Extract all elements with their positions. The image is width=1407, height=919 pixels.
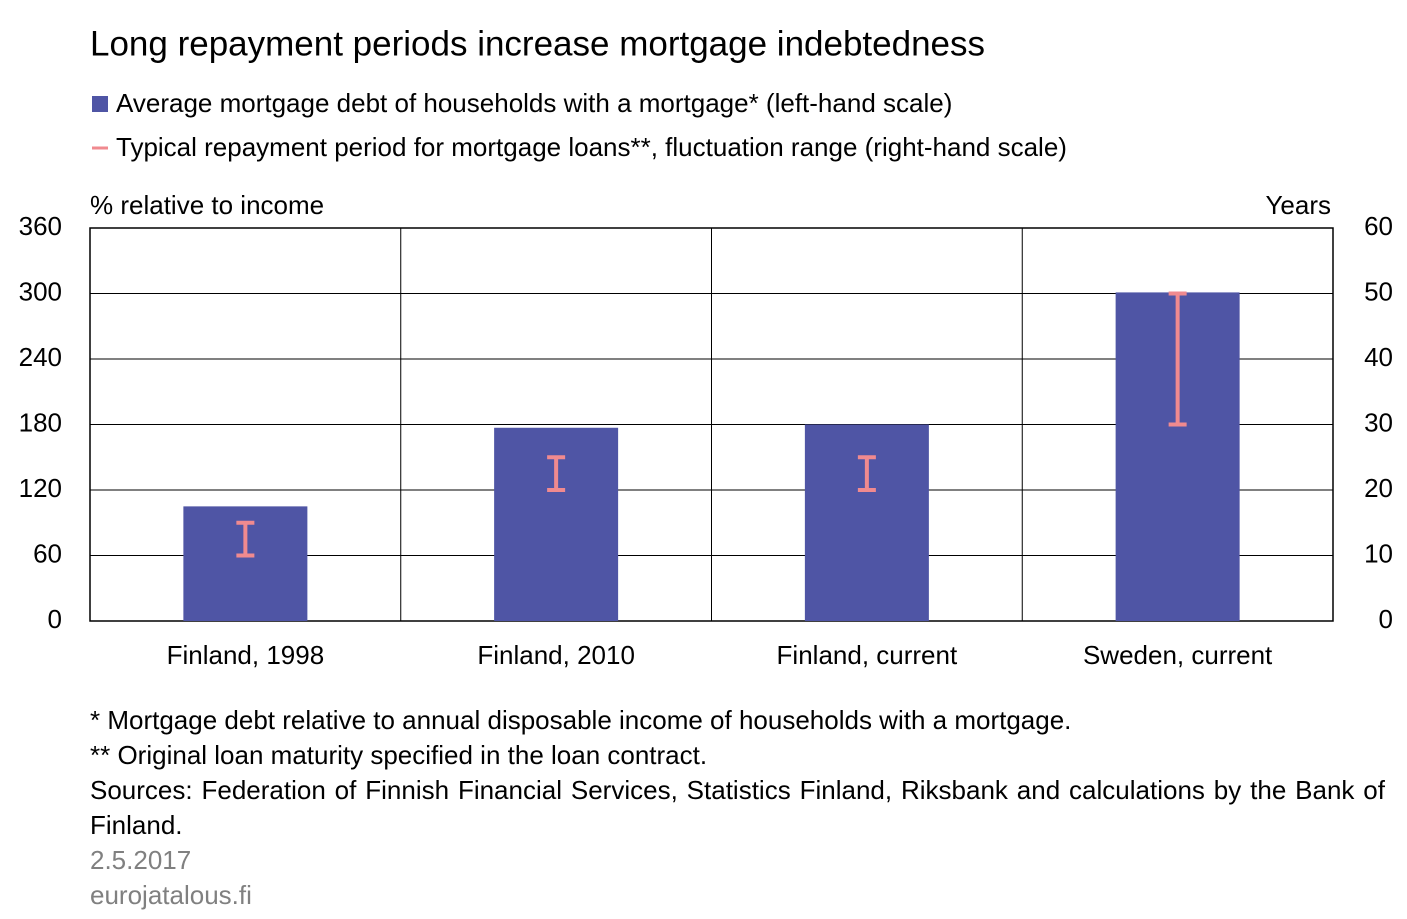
bar [804, 424, 929, 621]
date: 2.5.2017 [90, 845, 192, 875]
y2-tick-label: 10 [1364, 538, 1393, 568]
y2-tick-label: 0 [1379, 604, 1393, 634]
y-tick-label: 300 [19, 276, 62, 306]
x-tick-label: Finland, 1998 [167, 640, 325, 670]
y-tick-label: 0 [48, 604, 62, 634]
footnote: ** Original loan maturity specified in t… [90, 740, 708, 770]
y2-axis-label: Years [1265, 190, 1331, 220]
x-tick-label: Finland, current [777, 640, 958, 670]
x-tick-label: Sweden, current [1083, 640, 1273, 670]
plot-frame [89, 227, 1334, 622]
y2-tick-label: 50 [1364, 276, 1393, 306]
y-axis-label: % relative to income [90, 190, 324, 220]
y2-tick-label: 60 [1364, 211, 1393, 241]
y2-tick-label: 20 [1364, 473, 1393, 503]
y-tick-label: 240 [19, 342, 62, 372]
y-tick-label: 180 [19, 407, 62, 437]
y-tick-label: 360 [19, 211, 62, 241]
range-bar [1168, 291, 1187, 427]
chart-title: Long repayment periods increase mortgage… [90, 24, 985, 63]
footnote: Sources: Federation of Finnish Financial… [90, 775, 1385, 840]
range-bar [547, 455, 566, 492]
legend-swatch [92, 96, 108, 112]
y2-tick-label: 40 [1364, 342, 1393, 372]
notes: * Mortgage debt relative to annual dispo… [90, 703, 1385, 913]
range-bar [857, 455, 876, 492]
y2-tick-label: 30 [1364, 407, 1393, 437]
legend-label: Average mortgage debt of households with… [116, 88, 952, 118]
y-tick-label: 120 [19, 473, 62, 503]
x-tick-label: Finland, 2010 [477, 640, 635, 670]
y-tick-label: 60 [33, 538, 62, 568]
legend-label: Typical repayment period for mortgage lo… [116, 132, 1067, 162]
source-site: eurojatalous.fi [90, 880, 252, 910]
footnote: * Mortgage debt relative to annual dispo… [90, 705, 1072, 735]
chart: Long repayment periods increase mortgage… [19, 24, 1393, 670]
range-bar [236, 520, 255, 558]
